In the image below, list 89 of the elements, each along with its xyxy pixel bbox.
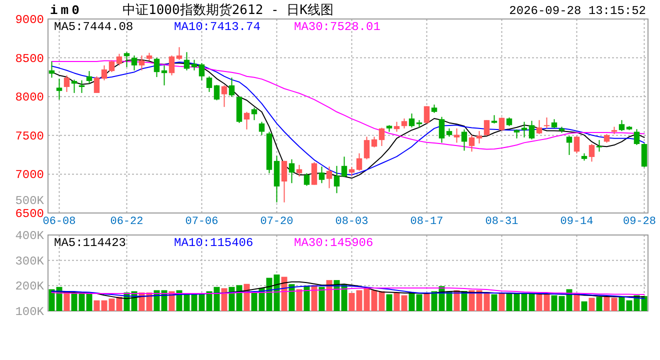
candlestick [108,60,115,73]
line-series [51,285,645,300]
candlestick [514,128,520,139]
text: MA10:115406 [174,236,254,250]
candlestick [71,79,78,94]
candlestick [641,142,648,168]
candlestick [401,118,408,129]
candlestick [438,116,445,144]
text: MA5:114423 [54,236,126,250]
candlestick [461,128,468,152]
candlestick [304,172,310,186]
candlestick [326,166,332,189]
y-tick-label: 300K [15,254,45,268]
candlestick [468,134,475,152]
candlestick [318,166,325,184]
y-tick-label: 8000 [15,90,44,105]
x-tick-label: 09-28 [622,216,656,228]
candlestick [131,54,138,71]
candlestick [394,121,400,132]
text: MA30:145906 [294,236,374,250]
candlestick [296,164,302,178]
candlestick [484,120,490,136]
candlestick [251,107,258,121]
candlestick [378,127,385,147]
candlestick [221,84,228,108]
candlestick [566,136,572,156]
candlestick [101,64,108,81]
candlestick [86,70,92,84]
y-tick-label: 6500 [15,207,44,221]
candlestick [288,158,295,184]
line-series [51,287,645,296]
candlestick [371,136,378,148]
candlestick [168,54,175,76]
x-tick-label: 06-08 [42,216,76,228]
chart-title: 中证1000指数期货2612 - 日K线图 [122,3,334,18]
candlestick [214,84,220,101]
candlestick [408,113,415,128]
text: MA10:7413.74 [174,20,260,34]
text: MA5:7444.08 [54,20,134,34]
candlestick [258,121,265,136]
candlestick [544,116,550,129]
candlestick [364,136,370,160]
candlestick [476,130,482,144]
candlestick [596,140,602,152]
candlestick [124,52,130,68]
y-tick-label: 8500 [15,52,44,66]
text: MA30:7528.01 [294,20,380,34]
candlestick [56,78,62,100]
candlestick [154,57,160,78]
candlestick [498,116,505,132]
candlestick [176,46,182,60]
x-tick-label: 06-22 [110,216,144,228]
y-tick-label: 400K [15,229,45,243]
candlestick [198,62,205,81]
candlestick [184,52,190,71]
x-tick-label: 09-14 [560,216,594,228]
candlestick [311,162,318,186]
candlestick [454,128,460,144]
y-tick-label: 9000 [15,13,44,27]
y-tick-label: 7500 [15,129,44,144]
candlestick [588,144,595,162]
candlestick [281,160,288,203]
candlestick [94,76,100,94]
candlestick [244,111,250,130]
candlestick [64,74,70,92]
text: im0 [50,3,82,18]
candlestick [116,53,122,66]
candlestick [228,77,235,98]
candlestick [334,165,340,194]
candlestick [634,128,640,146]
candlestick [528,120,535,140]
y-tick-label: 100K [15,305,45,319]
x-tick-label: 08-31 [485,216,519,228]
candlestick [138,54,145,71]
x-tick-label: 07-06 [185,216,218,228]
y-tick-label: 7000 [15,168,44,182]
candlestick [356,152,362,172]
candlestick [618,120,625,132]
x-tick-label: 08-17 [410,216,444,228]
y-tick-label: 200K [15,280,45,294]
x-tick-label: 08-03 [335,216,368,228]
candlestick [424,106,430,124]
candlestick [536,120,542,135]
candlestick [341,156,348,178]
text: 2026-09-28 13:15:52 [509,4,646,18]
text: 500K [15,194,45,208]
candlestick [206,76,212,92]
candlestick [574,136,580,154]
x-tick-label: 07-20 [260,216,294,228]
